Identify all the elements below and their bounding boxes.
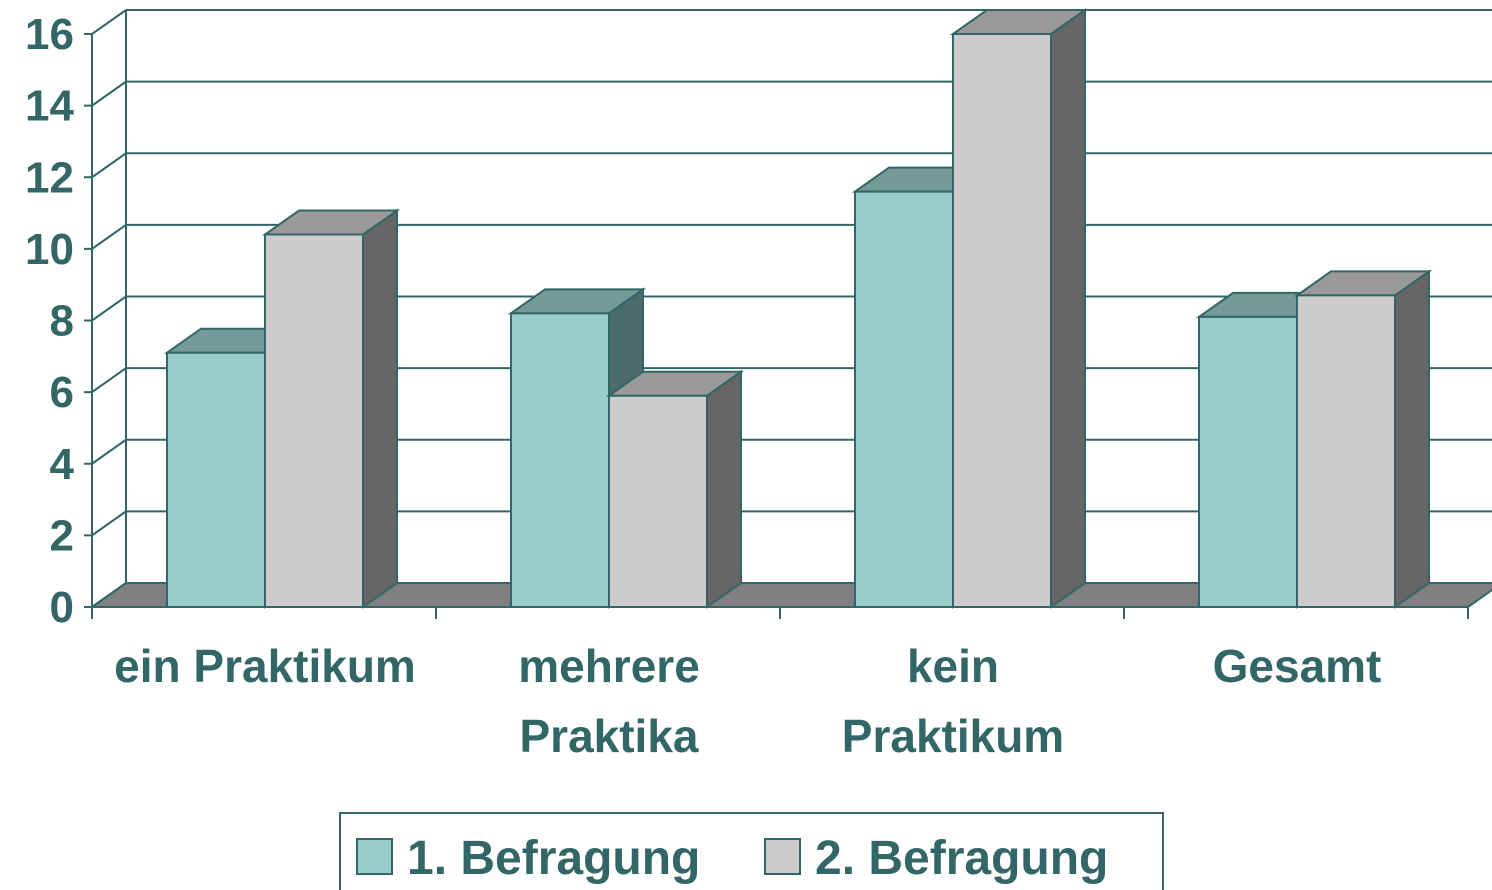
bar-front bbox=[166, 351, 266, 608]
grid-line bbox=[91, 80, 127, 107]
legend-label: 2. Befragung bbox=[815, 832, 1108, 885]
bar-front bbox=[608, 394, 708, 608]
grid-line bbox=[91, 295, 127, 322]
grid-line bbox=[91, 510, 127, 537]
grid-line bbox=[91, 438, 127, 465]
grid-line bbox=[91, 367, 127, 393]
bar bbox=[1293, 269, 1433, 609]
bar-front bbox=[1198, 315, 1298, 608]
y-tick-label: 14 bbox=[25, 82, 74, 131]
legend-swatch bbox=[764, 838, 801, 875]
bar-front bbox=[1296, 294, 1396, 608]
x-tick-label: Gesamt bbox=[1213, 640, 1382, 692]
legend-label: 1. Befragung bbox=[407, 832, 700, 885]
y-tick-label: 2 bbox=[50, 511, 74, 560]
grid-line bbox=[91, 9, 127, 35]
bar bbox=[261, 208, 401, 609]
bar-side bbox=[1394, 269, 1430, 609]
bar-side bbox=[362, 208, 398, 609]
bar-front bbox=[854, 190, 954, 608]
bar-front bbox=[264, 233, 364, 608]
legend-swatch bbox=[356, 838, 393, 875]
y-tick-label: 4 bbox=[50, 440, 75, 489]
bar-side bbox=[706, 369, 742, 609]
y-tick-label: 8 bbox=[50, 297, 74, 346]
bar bbox=[949, 8, 1089, 609]
x-tick-label: kein Praktikum bbox=[842, 640, 1064, 762]
legend-box bbox=[339, 812, 1164, 890]
bar-front bbox=[510, 312, 610, 608]
y-tick-label: 0 bbox=[50, 583, 74, 632]
x-tick-label: ein Praktikum bbox=[114, 640, 416, 692]
grid-line bbox=[91, 152, 127, 179]
x-tick-label: mehrere Praktika bbox=[518, 640, 700, 762]
y-tick-label: 6 bbox=[50, 368, 74, 417]
y-tick-label: 10 bbox=[25, 225, 74, 274]
bar bbox=[605, 369, 745, 609]
y-tick-label: 16 bbox=[25, 10, 74, 59]
bar-side bbox=[1050, 8, 1086, 609]
y-tick-label: 12 bbox=[25, 153, 74, 202]
bar-front bbox=[952, 33, 1052, 608]
grid-line bbox=[91, 224, 127, 250]
